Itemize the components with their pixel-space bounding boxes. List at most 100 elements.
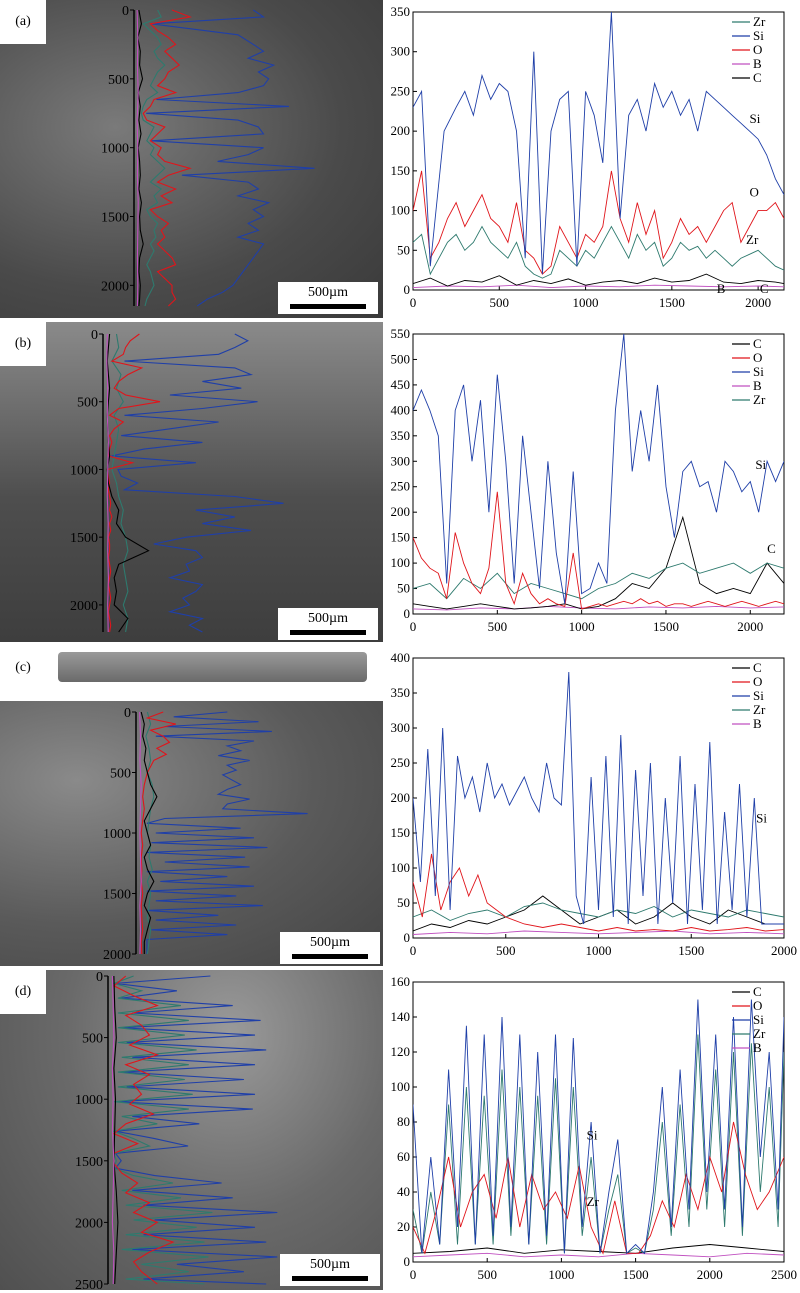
sem-linescan-a: 0 500 1000 1500 2000 xyxy=(101,4,315,307)
line-chart-d: 0 500 1000 1500 2000 2500 0 20 40 60 80 100 120 140 16… xyxy=(391,974,798,1282)
x-tick-label: 500 xyxy=(496,943,516,958)
sem-trace-b xyxy=(139,711,142,955)
series-annotation: B xyxy=(717,281,726,296)
y-tick-label: 350 xyxy=(391,685,411,700)
series-line-si xyxy=(413,334,784,604)
depth-tick-label: 1500 xyxy=(101,211,129,226)
y-tick-label: 120 xyxy=(391,1044,411,1059)
y-tick-label: 0 xyxy=(404,606,411,621)
x-tick-label: 1000 xyxy=(573,295,599,310)
x-tick-label: 2000 xyxy=(737,619,763,634)
sem-trace-o xyxy=(112,975,175,1285)
series-annotation: Si xyxy=(749,111,760,126)
x-tick-label: 2000 xyxy=(771,943,797,958)
y-tick-label: 50 xyxy=(397,581,410,596)
depth-tick-label: 1500 xyxy=(103,888,131,903)
sem-image-c: 0 500 1000 1500 2000 (c) 500µm xyxy=(0,646,383,966)
series-line-si xyxy=(413,12,784,275)
legend-label: Zr xyxy=(753,702,766,717)
y-tick-label: 150 xyxy=(391,825,411,840)
series-line-si xyxy=(413,999,784,1255)
depth-tick-label: 500 xyxy=(77,396,98,411)
panel-label: (d) xyxy=(0,970,46,1014)
y-tick-label: 400 xyxy=(391,402,411,417)
series-annotation: Zr xyxy=(746,232,759,247)
y-tick-label: 20 xyxy=(397,1219,410,1234)
depth-tick-label: 500 xyxy=(110,767,131,782)
sem-trace-si xyxy=(114,975,278,1285)
y-tick-label: 400 xyxy=(391,650,411,665)
x-tick-label: 2000 xyxy=(745,295,771,310)
line-chart-a: 0 500 1000 1500 2000050100150200250300350ZrS… xyxy=(391,4,785,310)
panel-c: 0 500 1000 1500 2000 (c) 500µm 0 500 1000 1500 2… xyxy=(0,646,800,966)
legend-label: Zr xyxy=(753,392,766,407)
legend-label: C xyxy=(753,660,762,675)
x-tick-label: 2000 xyxy=(697,1267,723,1282)
series-line-b xyxy=(413,284,784,289)
series-line-c xyxy=(413,273,784,287)
y-tick-label: 150 xyxy=(391,530,411,545)
y-tick-label: 160 xyxy=(391,974,411,989)
sem-trace-zr xyxy=(111,333,129,633)
y-tick-label: 200 xyxy=(391,123,411,138)
panel-label: (b) xyxy=(0,322,46,366)
y-tick-label: 100 xyxy=(391,860,411,875)
x-tick-label: 1500 xyxy=(678,943,704,958)
sem-image-b: 0 500 1000 1500 2000 (b) 500µm xyxy=(0,322,383,642)
depth-tick-label: 500 xyxy=(108,73,129,88)
y-tick-label: 350 xyxy=(391,428,411,443)
y-tick-label: 50 xyxy=(397,242,410,257)
series-annotation: C xyxy=(760,281,769,296)
y-tick-label: 300 xyxy=(391,44,411,59)
sem-linescan-c: 0 500 1000 1500 2000 xyxy=(103,706,308,963)
x-tick-label: 1000 xyxy=(548,1267,574,1282)
plot-frame xyxy=(412,981,785,1263)
y-tick-label: 60 xyxy=(397,1149,410,1164)
legend-label: O xyxy=(753,42,762,57)
y-tick-label: 500 xyxy=(391,351,411,366)
sem-trace-o xyxy=(106,333,161,633)
x-tick-label: 500 xyxy=(477,1267,497,1282)
sem-trace-b xyxy=(106,333,109,633)
x-tick-label: 0 xyxy=(410,943,417,958)
sem-trace-o xyxy=(140,711,176,955)
y-tick-label: 250 xyxy=(391,479,411,494)
series-line-c xyxy=(413,515,784,610)
legend-label: C xyxy=(753,984,762,999)
series-annotation: C xyxy=(767,541,776,556)
legend-label: C xyxy=(753,336,762,351)
legend-label: C xyxy=(753,70,762,85)
panel-d: 0 500 1000 1500 2000 2500 (d) 500µm 0 500 1000 1… xyxy=(0,970,800,1290)
sem-trace-si xyxy=(111,333,284,633)
plot-frame xyxy=(412,11,785,291)
x-tick-label: 1500 xyxy=(653,619,679,634)
series-line-b xyxy=(413,1252,784,1258)
panel-b: 0 500 1000 1500 2000 (b) 500µm 0 500 1000 1500 2… xyxy=(0,322,800,642)
y-tick-label: 0 xyxy=(404,282,411,297)
y-tick-label: 0 xyxy=(404,930,411,945)
sem-trace-b xyxy=(136,9,139,307)
y-tick-label: 450 xyxy=(391,377,411,392)
legend-label: Zr xyxy=(753,14,766,29)
series-annotation: O xyxy=(749,184,758,199)
depth-tick-label: 0 xyxy=(122,4,129,19)
legend-label: Si xyxy=(753,688,764,703)
x-tick-label: 0 xyxy=(410,1267,417,1282)
depth-tick-label: 2500 xyxy=(75,1278,103,1290)
scale-bar: 500µm xyxy=(278,608,378,640)
scale-bar: 500µm xyxy=(280,1254,380,1286)
sem-linescan-b: 0 500 1000 1500 2000 xyxy=(70,328,284,633)
sem-trace-zr xyxy=(111,975,213,1285)
y-tick-label: 300 xyxy=(391,453,411,468)
legend-label: O xyxy=(753,998,762,1013)
x-tick-label: 1000 xyxy=(586,943,612,958)
depth-tick-label: 500 xyxy=(82,1032,103,1047)
y-tick-label: 550 xyxy=(391,326,411,341)
series-annotation: Si xyxy=(756,811,767,826)
x-tick-label: 2500 xyxy=(771,1267,797,1282)
x-tick-label: 1500 xyxy=(623,1267,649,1282)
sem-trace-c xyxy=(113,975,119,1285)
scale-bar: 500µm xyxy=(278,282,378,314)
depth-tick-label: 1000 xyxy=(101,142,129,157)
y-tick-label: 50 xyxy=(397,895,410,910)
